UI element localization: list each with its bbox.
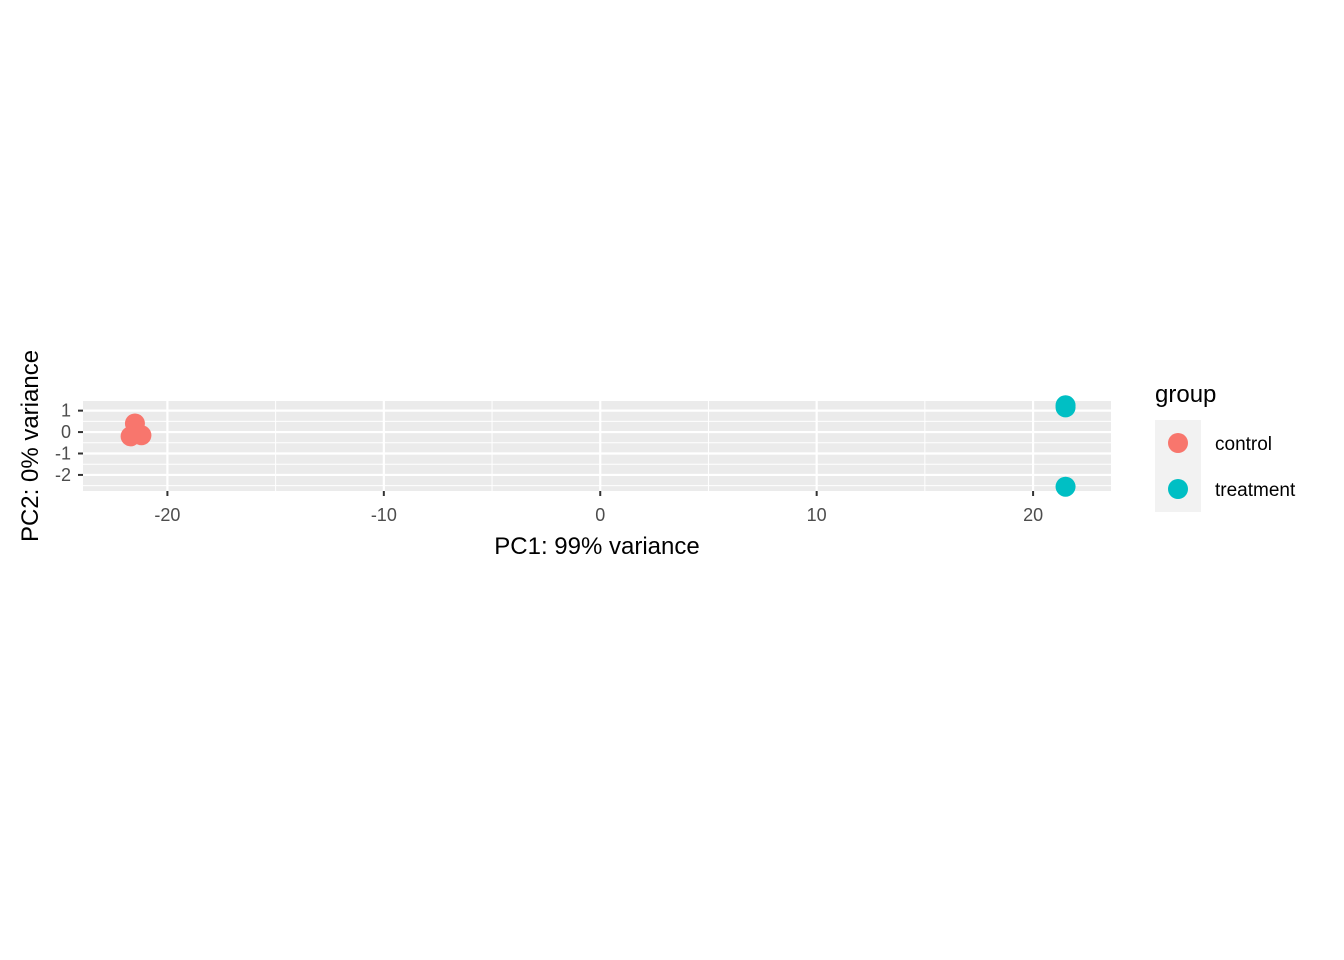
- y-axis-title: PC2: 0% variance: [17, 350, 44, 542]
- plot-panel: [83, 401, 1111, 491]
- x-tick-label: -10: [371, 505, 397, 525]
- legend-title: group: [1155, 381, 1216, 408]
- y-axis: -2-101: [55, 401, 83, 485]
- major-gridlines: [83, 401, 1111, 491]
- x-tick-label: 20: [1023, 505, 1043, 525]
- point-treatment: [1055, 397, 1076, 418]
- y-tick-label: -1: [55, 444, 71, 464]
- x-axis-title: PC1: 99% variance: [494, 533, 699, 560]
- data-points: [120, 395, 1076, 497]
- x-tick-label: 0: [595, 505, 605, 525]
- point-control: [120, 426, 141, 447]
- y-tick-label: 0: [61, 422, 71, 442]
- legend-key-control: [1168, 433, 1188, 453]
- legend-key-treatment: [1168, 479, 1188, 499]
- legend-label-control: control: [1215, 434, 1272, 455]
- x-tick-label: -20: [154, 505, 180, 525]
- minor-gridlines: [83, 401, 1111, 491]
- legend: group control treatment: [1155, 381, 1296, 512]
- y-tick-label: -2: [55, 465, 71, 485]
- legend-label-treatment: treatment: [1215, 480, 1296, 501]
- x-axis: -20 -10 0 10 20: [154, 491, 1043, 525]
- y-tick-label: 1: [61, 401, 71, 421]
- point-treatment: [1055, 476, 1076, 497]
- x-tick-label: 10: [807, 505, 827, 525]
